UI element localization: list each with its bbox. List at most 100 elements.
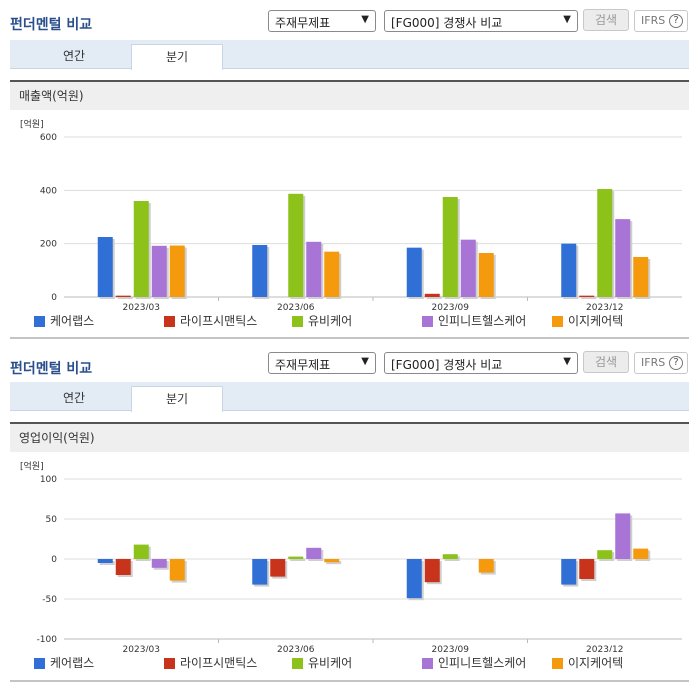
x-tick-label: 2023/06	[277, 303, 315, 310]
x-tick-label: 2023/03	[123, 645, 160, 652]
bar-series-4-2[interactable]	[478, 559, 494, 573]
legend-swatch	[292, 316, 303, 327]
legend-swatch	[164, 316, 175, 327]
help-icon: ?	[669, 14, 683, 28]
panel-divider	[10, 337, 689, 339]
help-icon: ?	[669, 356, 683, 370]
bar-series-1-0[interactable]	[115, 559, 131, 575]
bar-shadow	[581, 297, 597, 299]
legend-swatch	[552, 658, 563, 669]
x-tick-label: 2023/09	[432, 645, 470, 652]
legend-swatch	[292, 658, 303, 669]
bar-series-2-1[interactable]	[288, 193, 304, 297]
tab-annual[interactable]: 연간	[62, 49, 86, 63]
legend-label: 유비케어	[308, 656, 353, 670]
statement-type-value: 주재무제표	[275, 358, 331, 372]
section-header: 영업이익(억원)	[10, 422, 689, 452]
tab-quarterly[interactable]: 분기	[131, 44, 223, 70]
bar-series-0-3[interactable]	[561, 243, 577, 297]
legend-item[interactable]: 인피니트헬스케어	[422, 656, 526, 672]
period-tabs: 연간 분기	[10, 382, 689, 412]
legend-item[interactable]: 유비케어	[292, 314, 352, 330]
search-button[interactable]: 검색	[583, 9, 629, 31]
legend-swatch	[164, 658, 175, 669]
legend-label: 이지케어텍	[568, 656, 624, 670]
bar-series-2-3[interactable]	[597, 550, 613, 559]
bar-series-3-2[interactable]	[460, 239, 476, 297]
bar-series-0-1[interactable]	[252, 245, 268, 297]
bar-series-2-3[interactable]	[597, 189, 613, 297]
bar-series-3-0[interactable]	[151, 245, 167, 297]
ifrs-button[interactable]: IFRS ?	[634, 10, 688, 32]
legend-item[interactable]: 케어랩스	[34, 314, 94, 330]
tab-quarterly[interactable]: 분기	[131, 386, 223, 412]
bar-shadow	[117, 297, 133, 299]
peer-group-select[interactable]: [FG000] 경쟁사 비교 ▼	[384, 10, 578, 32]
peer-group-value: [FG000] 경쟁사 비교	[391, 358, 503, 372]
bar-series-2-0[interactable]	[133, 201, 149, 297]
unit-label: [억원]	[20, 120, 44, 130]
bar-series-0-2[interactable]	[406, 559, 422, 599]
chevron-down-icon: ▼	[361, 14, 369, 25]
legend-label: 유비케어	[308, 314, 353, 328]
bar-series-1-2[interactable]	[424, 559, 440, 583]
legend-item[interactable]: 이지케어텍	[552, 314, 623, 330]
legend-label: 라이프시맨틱스	[180, 314, 258, 328]
y-tick-label: 100	[40, 475, 57, 485]
bar-series-4-3[interactable]	[633, 548, 649, 559]
bar-series-0-0[interactable]	[97, 237, 113, 297]
bar-series-1-1[interactable]	[270, 559, 286, 577]
legend-item[interactable]: 인피니트헬스케어	[422, 314, 526, 330]
ifrs-button[interactable]: IFRS ?	[634, 352, 688, 374]
unit-label: [억원]	[20, 462, 44, 472]
fundamental-panel-operating-profit: 펀더멘털 비교 주재무제표 ▼ [FG000] 경쟁사 비교 ▼ 검색 IFRS…	[0, 342, 696, 684]
bar-series-0-1[interactable]	[252, 559, 268, 585]
y-tick-label: 0	[51, 293, 57, 303]
tab-annual[interactable]: 연간	[62, 391, 86, 405]
bar-series-2-0[interactable]	[133, 544, 149, 559]
legend-item[interactable]: 라이프시맨틱스	[164, 314, 257, 330]
bar-series-0-0[interactable]	[97, 559, 113, 563]
bar-series-4-0[interactable]	[169, 559, 185, 581]
chevron-down-icon: ▼	[361, 356, 369, 367]
statement-type-select[interactable]: 주재무제표 ▼	[268, 352, 376, 374]
peer-group-select[interactable]: [FG000] 경쟁사 비교 ▼	[384, 352, 578, 374]
legend-item[interactable]: 케어랩스	[34, 656, 94, 672]
legend-item[interactable]: 라이프시맨틱스	[164, 656, 257, 672]
bar-series-1-3[interactable]	[579, 295, 595, 297]
bar-series-4-2[interactable]	[478, 253, 494, 297]
section-header: 매출액(억원)	[10, 80, 689, 110]
bar-series-3-3[interactable]	[615, 219, 631, 297]
legend-item[interactable]: 이지케어텍	[552, 656, 623, 672]
ifrs-label: IFRS	[641, 356, 666, 369]
bar-series-1-0[interactable]	[115, 295, 131, 297]
legend-item[interactable]: 유비케어	[292, 656, 352, 672]
bar-shadow	[326, 561, 342, 565]
operating-profit-chart: -100 -50 0 50 100 2023/03 2023/06 2023/09 2023/1…	[37, 475, 682, 652]
statement-type-select[interactable]: 주재무제표 ▼	[268, 10, 376, 32]
bar-shadow	[426, 295, 442, 299]
bar-series-0-2[interactable]	[406, 247, 422, 297]
bar-series-4-1[interactable]	[324, 251, 340, 297]
chevron-down-icon: ▼	[563, 356, 571, 367]
y-tick-label: 50	[46, 515, 58, 525]
legend-swatch	[552, 316, 563, 327]
bar-series-2-2[interactable]	[442, 197, 458, 297]
y-tick-label: 0	[51, 555, 57, 565]
search-button[interactable]: 검색	[583, 351, 629, 373]
bar-series-1-2[interactable]	[424, 293, 440, 297]
bar-series-3-1[interactable]	[306, 241, 322, 297]
bar-series-2-2[interactable]	[442, 554, 458, 559]
bar-series-4-1[interactable]	[324, 559, 340, 563]
bar-series-3-0[interactable]	[151, 559, 167, 568]
bar-series-3-1[interactable]	[306, 547, 322, 559]
statement-type-value: 주재무제표	[275, 16, 331, 30]
bar-series-0-3[interactable]	[561, 559, 577, 585]
bar-series-4-3[interactable]	[633, 257, 649, 297]
bar-series-1-3[interactable]	[579, 559, 595, 579]
legend-label: 케어랩스	[50, 656, 95, 670]
bar-series-4-0[interactable]	[169, 245, 185, 297]
bar-series-2-1[interactable]	[288, 556, 304, 559]
legend-swatch	[34, 658, 45, 669]
bar-series-3-3[interactable]	[615, 513, 631, 559]
